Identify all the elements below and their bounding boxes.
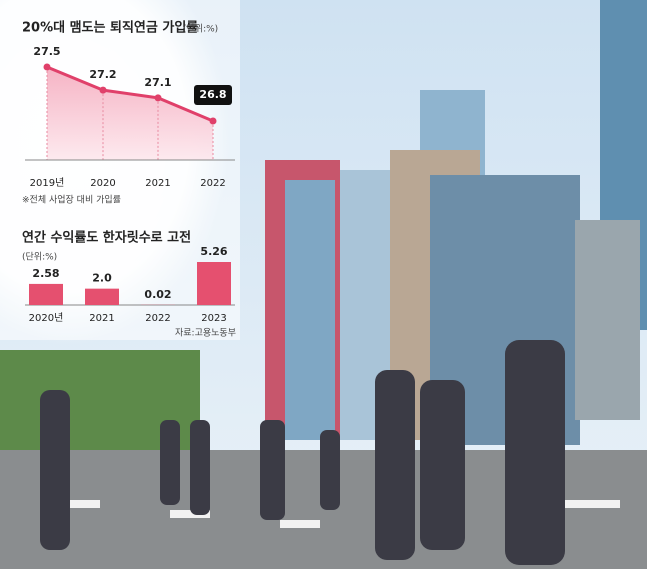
label-box	[194, 85, 232, 105]
bar	[29, 283, 63, 305]
chart-title: 연간 수익률도 한자릿수로 고전	[22, 230, 191, 246]
value-label: 27.5	[33, 45, 60, 58]
bar-chart: 연간 수익률도 한자릿수로 고전 (단위:%) 자료:고용노동부 2.58 202…	[22, 230, 236, 339]
x-tick-label: 2020	[90, 178, 115, 189]
x-tick-label: 2021	[145, 178, 170, 189]
area	[47, 67, 213, 160]
value-label: 27.2	[89, 68, 116, 81]
value-label: 2.0	[92, 272, 112, 285]
x-tick-label: 2020년	[29, 312, 64, 324]
x-tick-label: 2022	[200, 178, 225, 189]
value-label: 26.8	[199, 88, 226, 101]
chart-title: 20%대 맴도는 퇴직연금 가입률	[22, 20, 198, 36]
unit: (단위:%)	[183, 24, 218, 35]
x-tick-label: 2022	[145, 313, 170, 324]
value-label: 27.1	[144, 76, 171, 89]
x-tick-label: 2021	[89, 313, 114, 324]
point	[43, 63, 51, 71]
x-tick-label: 2023	[201, 313, 226, 324]
bar	[197, 262, 231, 305]
value-label: 2.58	[32, 267, 59, 280]
value-label: 5.26	[200, 245, 227, 258]
bar	[85, 288, 119, 305]
note: ※전체 사업장 대비 가입률	[22, 194, 121, 206]
point	[154, 94, 162, 102]
unit: (단위:%)	[22, 252, 57, 263]
value-label: 0.02	[144, 288, 171, 301]
line-chart: 20%대 맴도는 퇴직연금 가입률 (단위:%) ※전체 사업장 대비 가입률 …	[22, 20, 235, 206]
point	[209, 117, 217, 125]
x-tick-label: 2019년	[30, 177, 65, 189]
source: 자료:고용노동부	[175, 328, 236, 339]
line	[46, 65, 214, 123]
point	[99, 86, 107, 94]
